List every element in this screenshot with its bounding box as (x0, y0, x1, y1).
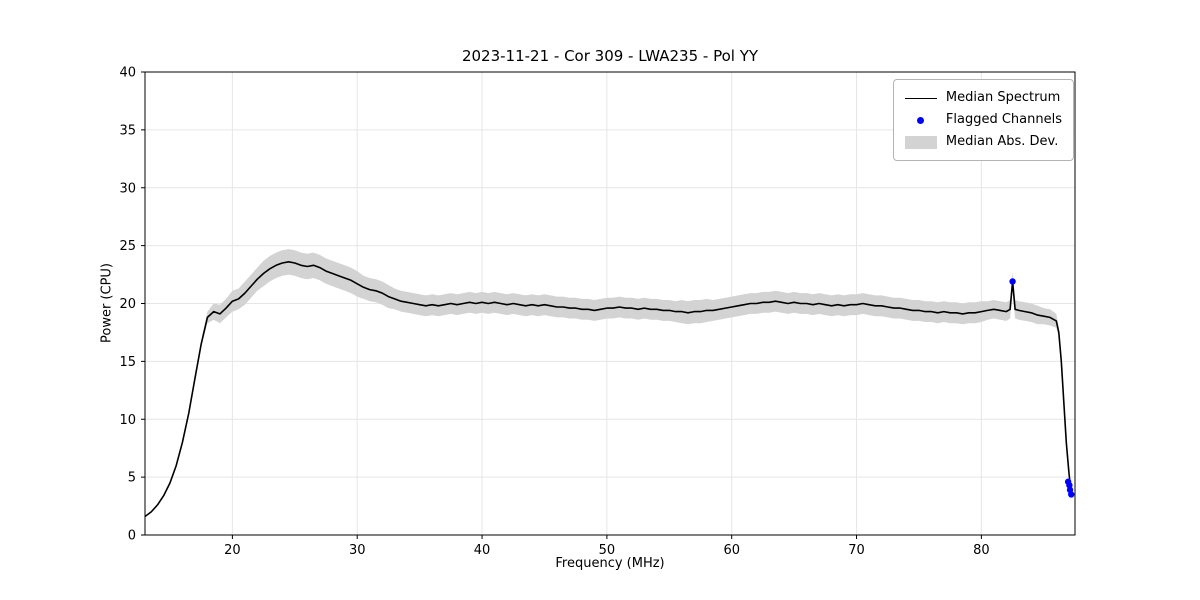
legend-item-median-spectrum: Median Spectrum (904, 87, 1062, 109)
y-tick-label: 5 (128, 471, 136, 486)
median-spectrum-line (144, 261, 1074, 518)
y-axis-label: Power (CPU) (99, 262, 115, 344)
y-tick-label: 10 (119, 413, 136, 428)
axis-ticks: 20 30 40 50 60 70 80 0 5 10 15 20 25 30 35 40 (119, 66, 989, 559)
flagged-channel-dot (1009, 278, 1016, 285)
x-tick-label: 60 (723, 543, 740, 558)
y-tick-label: 20 (119, 297, 136, 312)
x-tick-label: 50 (599, 543, 616, 558)
legend-item-median-abs-dev: Median Abs. Dev. (904, 131, 1062, 153)
y-tick-label: 40 (119, 66, 136, 81)
flagged-channel-points (1009, 278, 1075, 498)
y-tick-label: 0 (128, 529, 136, 544)
legend: Median Spectrum Flagged Channels Median … (892, 79, 1074, 161)
x-tick-label: 70 (848, 543, 865, 558)
legend-item-flagged-channels: Flagged Channels (905, 109, 1062, 131)
legend-line-swatch (904, 97, 937, 99)
legend-label: Flagged Channels (945, 112, 1062, 127)
flagged-channel-dot (1068, 491, 1075, 498)
y-tick-label: 25 (119, 239, 136, 254)
plot-title: 2023-11-21 - Cor 309 - LWA235 - Pol YY (461, 47, 759, 65)
y-tick-label: 35 (119, 123, 136, 138)
x-tick-label: 30 (349, 543, 366, 558)
legend-patch-swatch (904, 135, 937, 149)
mad-band (145, 249, 1073, 517)
x-tick-label: 80 (973, 543, 990, 558)
x-axis-label: Frequency (MHz) (555, 556, 665, 571)
legend-label: Median Abs. Dev. (945, 134, 1059, 149)
x-tick-label: 20 (224, 543, 241, 558)
y-tick-label: 30 (119, 181, 136, 196)
legend-marker-swatch (905, 116, 937, 124)
x-tick-label: 40 (474, 543, 491, 558)
y-tick-label: 15 (119, 355, 136, 370)
legend-label: Median Spectrum (945, 90, 1061, 105)
